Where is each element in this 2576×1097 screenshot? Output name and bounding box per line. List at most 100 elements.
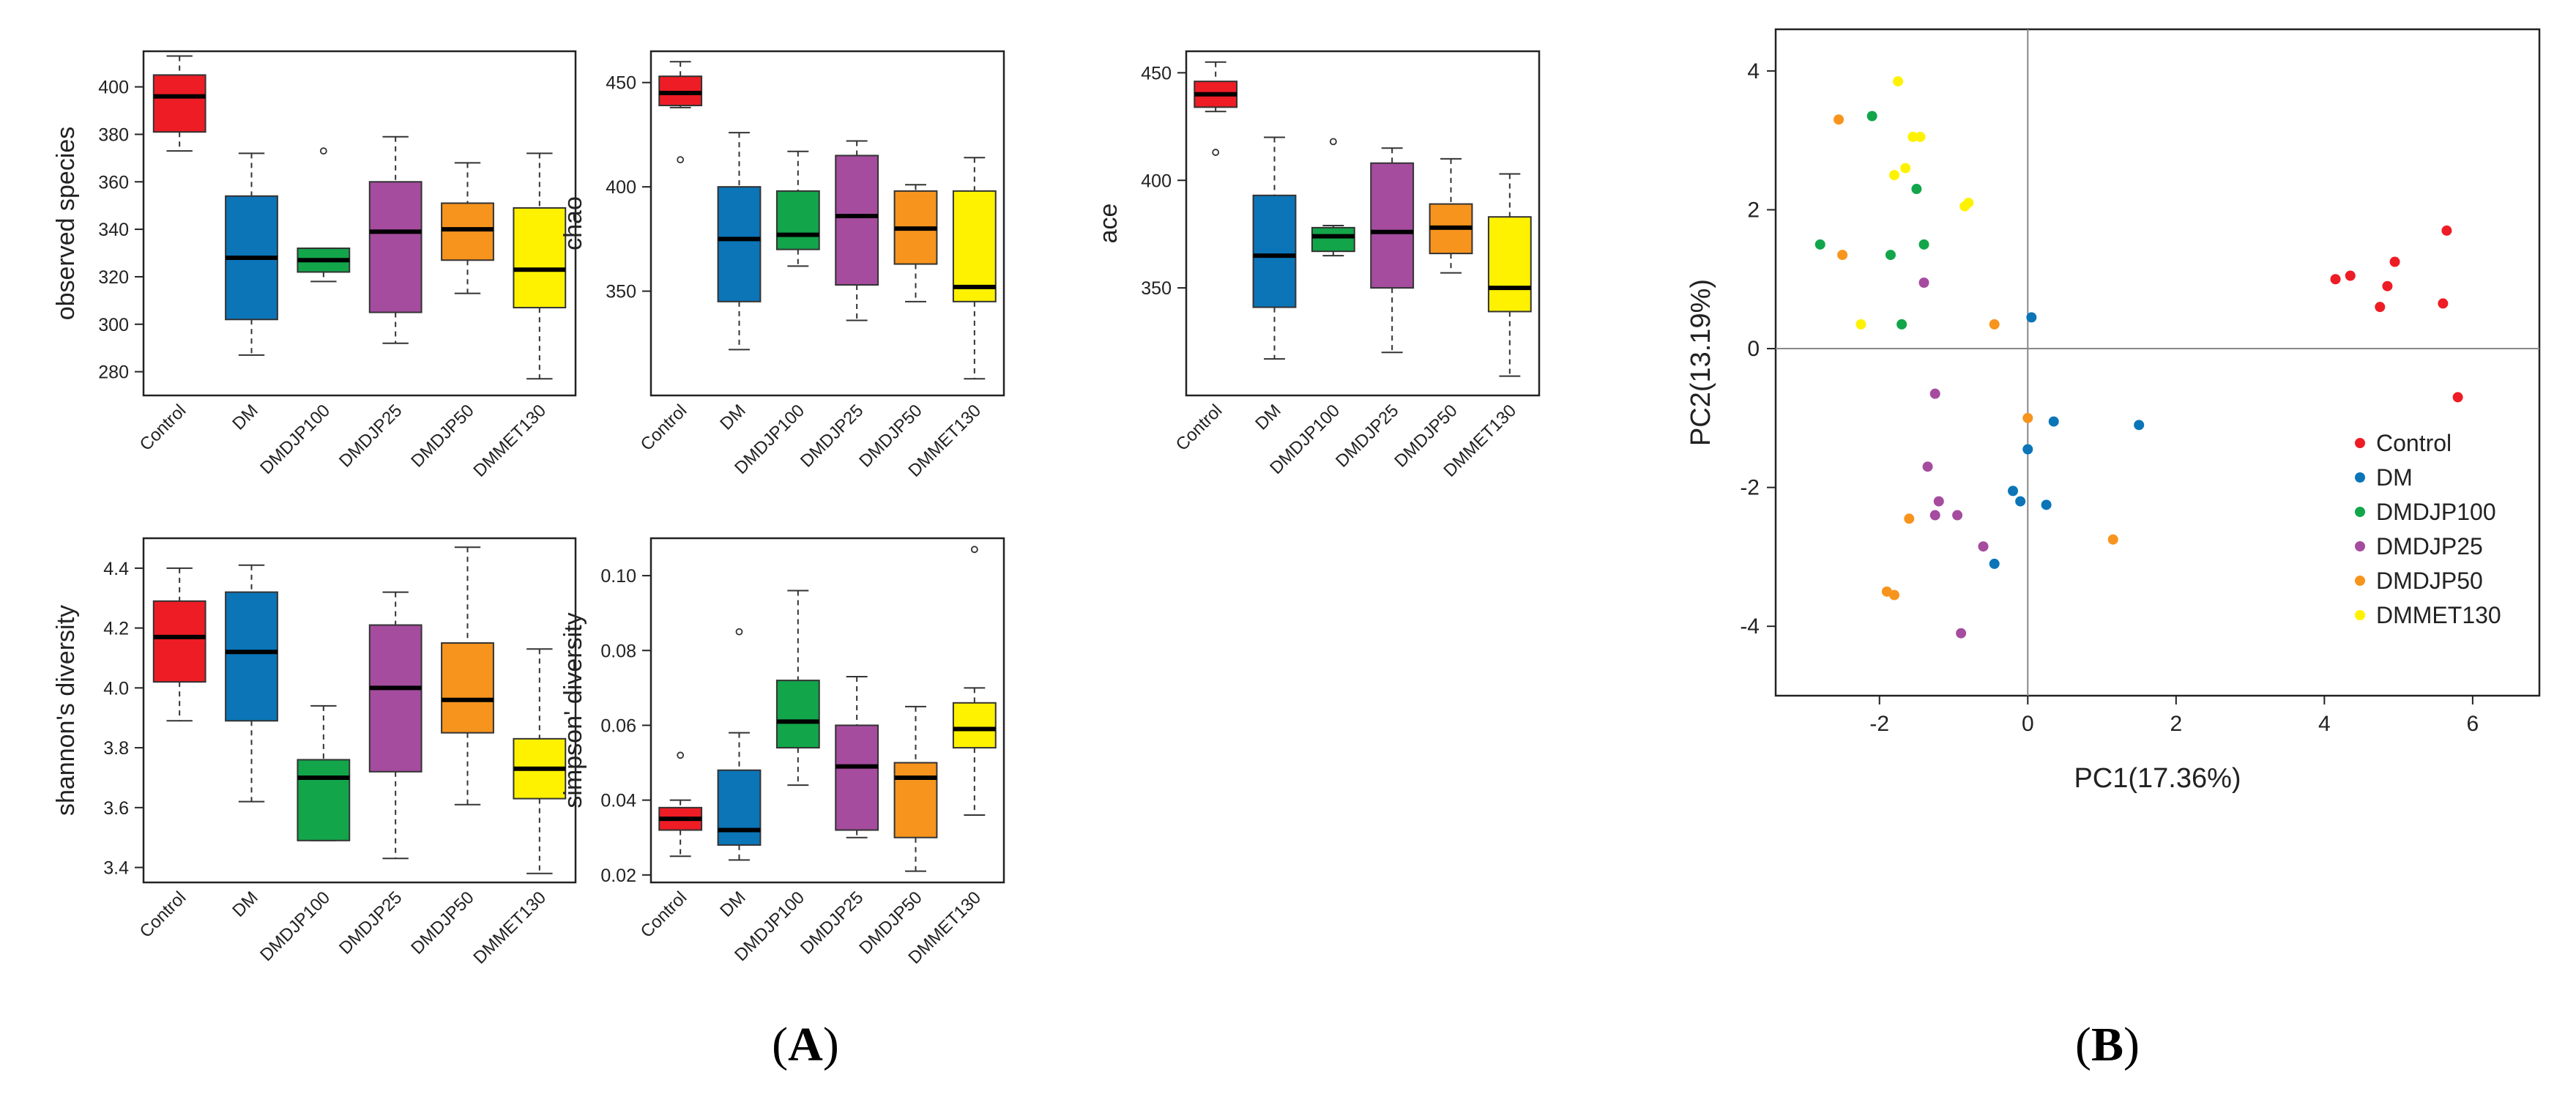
- pca-point-dmmet130: [1907, 131, 1918, 142]
- legend-label-control: Control: [2376, 430, 2452, 456]
- pca-point-dmdjp50: [1904, 513, 1915, 524]
- pca-point-dmmet130: [1893, 76, 1904, 87]
- legend-label-dmdjp50: DMDJP50: [2376, 568, 2483, 594]
- pca-point-dm: [2134, 420, 2145, 431]
- chao-dmdjp25-box: [835, 155, 879, 286]
- legend-marker-dmdjp100: [2355, 507, 2365, 517]
- ace-dmdjp25-box: [1370, 162, 1415, 289]
- observed-dmdjp100-outlier: [319, 147, 327, 155]
- chao-y-axis-label: chao: [559, 196, 587, 250]
- chao-ytick-label: 450: [606, 73, 636, 94]
- chao-dmmet130-box: [952, 190, 997, 302]
- shannon-control-box: [152, 600, 206, 683]
- pca-x-axis-label: PC1(17.36%): [2074, 763, 2241, 794]
- pca-point-dmdjp100: [1911, 184, 1922, 195]
- pca-point-control: [2382, 280, 2393, 291]
- panel-label-a-letter: A: [788, 1018, 823, 1071]
- pca-point-dm: [2026, 312, 2037, 323]
- shannon-ytick-label: 4.4: [103, 559, 129, 579]
- pca-point-dmdjp25: [1929, 510, 1940, 521]
- shannon-plot-frame: [142, 537, 577, 884]
- pca-point-dmmet130: [1900, 163, 1911, 174]
- simpson-ytick-label: 0.06: [600, 715, 636, 736]
- legend-marker-dmmet130: [2355, 610, 2365, 620]
- shannon-dmdjp100-box: [297, 759, 351, 841]
- pca-point-dmdjp50: [1989, 319, 2000, 330]
- observed-ytick-label: 340: [98, 220, 129, 240]
- legend-marker-dm: [2355, 472, 2365, 483]
- ace-y-axis-label: ace: [1095, 204, 1123, 244]
- shannon-dmdjp25-box: [368, 624, 422, 773]
- pca-scatter-plot: -2 0 2 4 6 -4 -2 0 2 4 PC1(17.36%) PC2(13.19%) Contr…: [1686, 28, 2541, 794]
- legend-label-dmdjp100: DMDJP100: [2376, 499, 2496, 525]
- pca-point-control: [2345, 270, 2356, 281]
- simpson-dmmet130-outlier: [970, 546, 978, 554]
- pca-xtick-label: -2: [1869, 712, 1889, 736]
- pca-point-dmdjp100: [1918, 239, 1929, 250]
- pca-point-dmdjp25: [1956, 628, 1967, 639]
- shannon-y-axis-label: shannon's diversity: [52, 605, 80, 816]
- pca-point-dmmet130: [1963, 197, 1974, 208]
- pca-point-control: [2330, 274, 2341, 285]
- panel-label-b-letter: B: [2091, 1018, 2123, 1071]
- pca-point-dmdjp50: [2022, 412, 2033, 423]
- pca-ytick-label: 0: [1747, 337, 1760, 361]
- pca-point-dm: [2008, 486, 2019, 497]
- pca-point-dm: [1989, 558, 2000, 569]
- ace-ytick-label: 450: [1141, 63, 1172, 83]
- pca-point-dmdjp25: [1922, 461, 1933, 472]
- pca-point-dm: [2041, 499, 2052, 510]
- chao-ytick-label: 350: [606, 282, 636, 302]
- pca-xtick-label: 6: [2467, 712, 2479, 736]
- observed-ytick-label: 320: [98, 267, 129, 288]
- pca-point-dmdjp100: [1866, 111, 1877, 122]
- shannon-ytick-label: 3.8: [103, 738, 129, 759]
- pca-point-dmdjp25: [1918, 277, 1929, 288]
- simpson-plot-frame: [649, 537, 1005, 884]
- simpson-dmdjp50-box: [893, 762, 938, 838]
- simpson-dm-outlier: [735, 628, 743, 636]
- simpson-dmdjp25-box: [835, 724, 879, 831]
- simpson-ytick-label: 0.02: [600, 866, 636, 886]
- legend-label-dmmet130: DMMET130: [2376, 602, 2501, 628]
- observed-ytick-label: 280: [98, 362, 129, 383]
- pca-point-dmdjp50: [2107, 534, 2118, 545]
- ace-dmdjp100-box: [1311, 226, 1355, 253]
- observed-y-axis-label: observed species: [52, 127, 80, 321]
- observed-ytick-label: 380: [98, 124, 129, 145]
- observed-control-box: [152, 74, 206, 133]
- shannon-ytick-label: 4.2: [103, 619, 129, 639]
- observed-plot-frame: [142, 50, 577, 397]
- pca-point-control: [2438, 298, 2449, 309]
- observed-dmdjp50-box: [441, 202, 494, 261]
- pca-ytick-label: 4: [1747, 59, 1760, 83]
- pca-point-dmdjp100: [1896, 319, 1907, 330]
- shannon-ytick-label: 3.6: [103, 798, 129, 819]
- legend-marker-dmdjp25: [2355, 541, 2365, 551]
- simpson-dmdjp100-box: [775, 680, 820, 749]
- pca-point-dmdjp100: [1885, 250, 1896, 261]
- pca-xtick-label: 0: [2022, 712, 2034, 736]
- shannon-ytick-label: 4.0: [103, 678, 129, 699]
- pca-point-dmdjp25: [1952, 510, 1963, 521]
- pca-point-dmdjp50: [1837, 250, 1848, 261]
- observed-dmdjp25-box: [368, 181, 422, 313]
- chao-plot-frame: [649, 50, 1005, 397]
- ace-dm-box: [1252, 194, 1297, 308]
- pca-legend: Control DM DMDJP100 DMDJP25 DMDJP50 DMMET130: [2355, 430, 2501, 628]
- simpson-y-axis-label: simpson' diversity: [559, 612, 587, 808]
- ace-ytick-label: 350: [1141, 278, 1172, 299]
- shannon-dm-box: [225, 591, 278, 722]
- simpson-ytick-label: 0.08: [600, 641, 636, 661]
- observed-ytick-label: 400: [98, 78, 129, 98]
- pca-point-dmdjp25: [1978, 541, 1989, 552]
- pca-point-dmmet130: [1915, 131, 1926, 142]
- pca-point-dm: [2022, 444, 2033, 455]
- pca-ytick-label: -4: [1740, 614, 1760, 639]
- shannon-dmdjp50-box: [441, 642, 494, 734]
- legend-label-dm: DM: [2376, 464, 2413, 491]
- pca-point-dmdjp25: [1929, 388, 1940, 399]
- panel-label-b: (B): [2075, 1018, 2140, 1071]
